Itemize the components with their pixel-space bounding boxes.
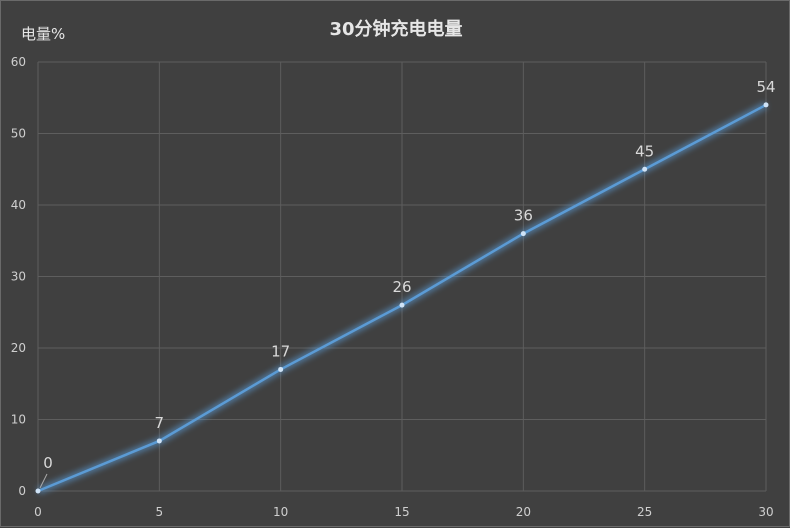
data-point bbox=[156, 438, 162, 444]
y-axis-label: 电量% bbox=[21, 25, 66, 43]
y-tick-label: 30 bbox=[11, 270, 26, 284]
data-point bbox=[520, 231, 526, 237]
y-tick-label: 0 bbox=[18, 484, 26, 498]
chart-title: 30分钟充电电量 bbox=[329, 19, 463, 40]
data-label: 36 bbox=[514, 207, 533, 225]
y-tick-label: 60 bbox=[11, 55, 26, 69]
y-tick-label: 20 bbox=[11, 341, 26, 355]
data-label: 17 bbox=[271, 342, 290, 360]
data-label: 26 bbox=[392, 278, 411, 296]
y-tick-label: 50 bbox=[11, 127, 26, 141]
data-point bbox=[35, 488, 41, 494]
data-point bbox=[278, 366, 284, 372]
data-label: 7 bbox=[155, 414, 165, 432]
x-tick-label: 30 bbox=[758, 505, 773, 519]
data-label-leader bbox=[39, 473, 48, 489]
x-tick-label: 10 bbox=[273, 505, 288, 519]
data-label: 54 bbox=[756, 78, 775, 96]
x-tick-label: 20 bbox=[516, 505, 531, 519]
x-tick-label: 5 bbox=[156, 505, 164, 519]
y-tick-label: 10 bbox=[11, 413, 26, 427]
x-tick-label: 15 bbox=[394, 505, 409, 519]
x-tick-label: 25 bbox=[637, 505, 652, 519]
data-point bbox=[399, 302, 405, 308]
x-tick-label: 0 bbox=[34, 505, 42, 519]
data-point bbox=[763, 102, 769, 108]
data-label: 0 bbox=[43, 454, 53, 472]
y-tick-label: 40 bbox=[11, 198, 26, 212]
data-label: 45 bbox=[635, 142, 654, 160]
data-point bbox=[642, 166, 648, 172]
